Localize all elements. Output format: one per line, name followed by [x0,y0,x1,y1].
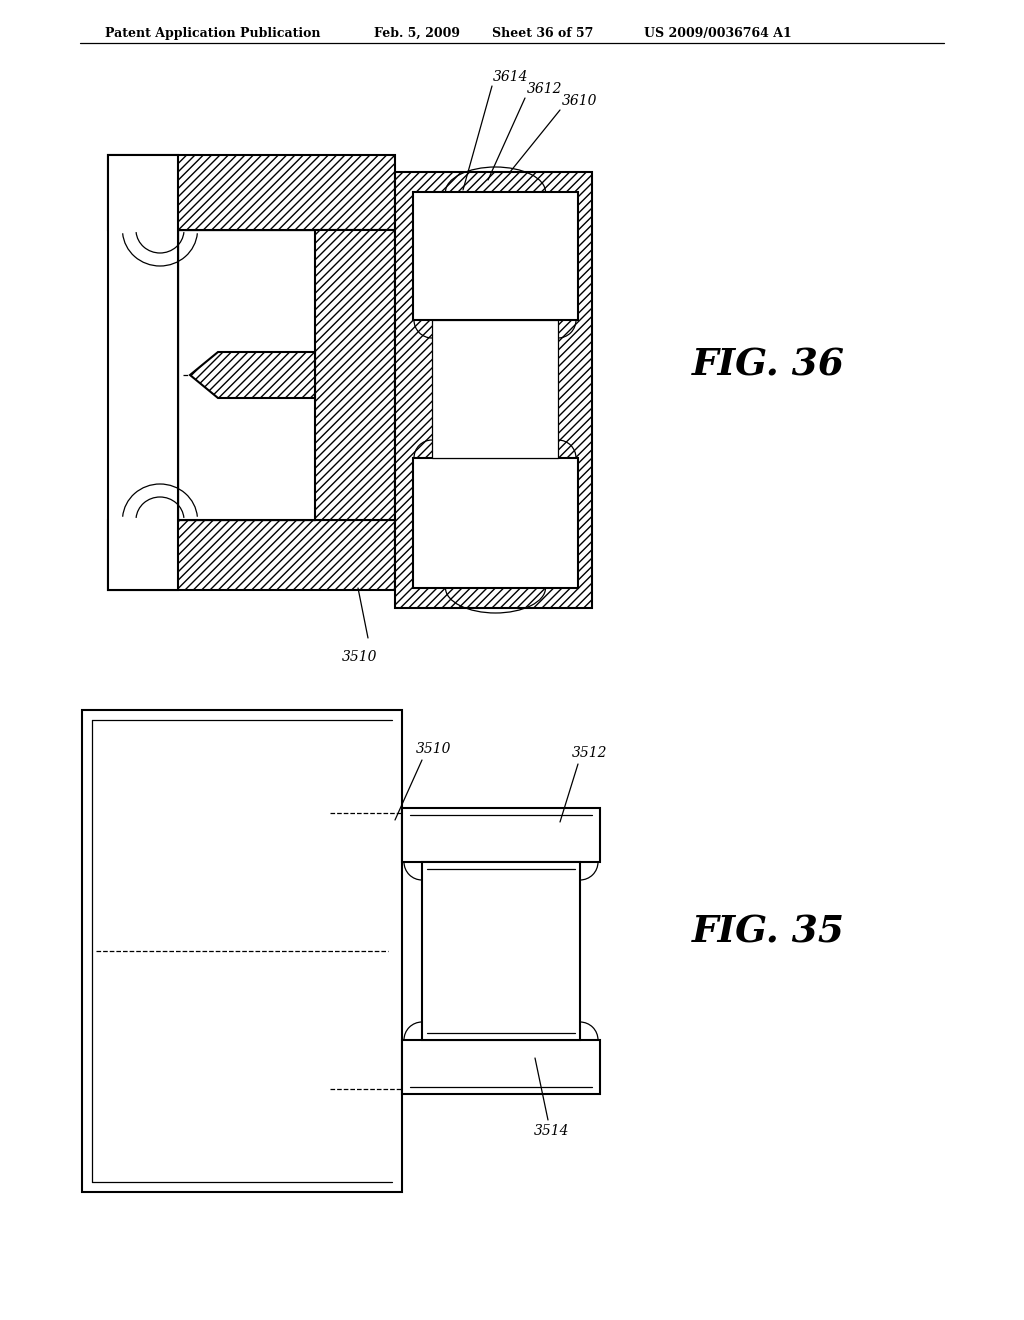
Text: Patent Application Publication: Patent Application Publication [105,26,321,40]
Polygon shape [413,191,578,319]
Polygon shape [82,710,402,1192]
Polygon shape [108,520,395,590]
Text: US 2009/0036764 A1: US 2009/0036764 A1 [644,26,792,40]
Polygon shape [395,172,592,609]
Polygon shape [402,808,600,862]
Polygon shape [190,352,315,399]
Text: 3612: 3612 [527,82,562,96]
Text: 3614: 3614 [493,70,528,84]
Polygon shape [108,154,178,590]
Text: 3510: 3510 [416,742,452,756]
Polygon shape [432,319,558,458]
Text: 3510: 3510 [342,649,378,664]
Polygon shape [413,458,578,587]
Text: 3514: 3514 [534,1125,569,1138]
Text: 3610: 3610 [562,94,597,108]
Text: FIG. 36: FIG. 36 [692,346,845,384]
Text: Sheet 36 of 57: Sheet 36 of 57 [492,26,593,40]
Text: FIG. 35: FIG. 35 [692,913,845,950]
Text: 3512: 3512 [572,746,607,760]
Polygon shape [402,1040,600,1094]
Polygon shape [315,230,395,520]
Polygon shape [422,862,580,1040]
Text: Feb. 5, 2009: Feb. 5, 2009 [374,26,460,40]
Polygon shape [108,154,395,230]
